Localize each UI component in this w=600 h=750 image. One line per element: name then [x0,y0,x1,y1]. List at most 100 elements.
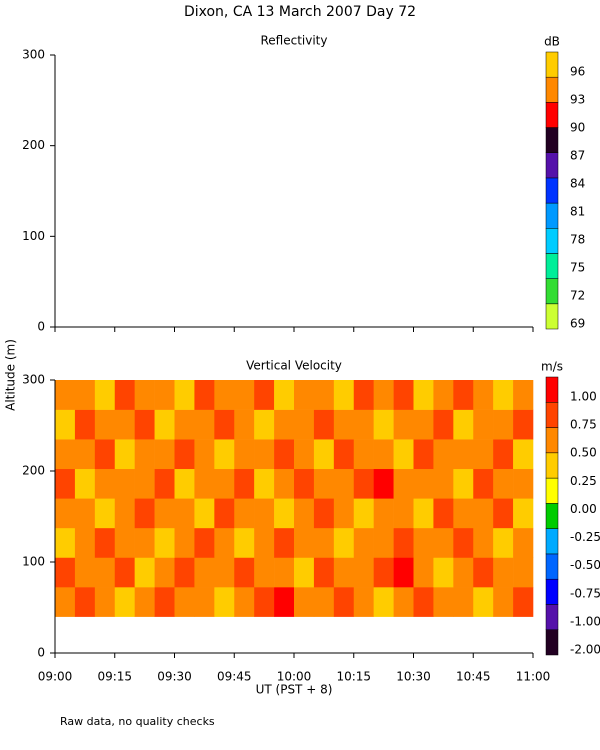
x-tick-label: 10:00 [277,670,312,684]
heat-cell [453,527,474,558]
heat-cell [473,587,494,617]
x-tick-label: 10:15 [336,670,371,684]
heat-cell [55,557,76,588]
y-axis-label: Altitude (m) [4,339,18,411]
heat-cell [413,587,434,617]
heat-cell [254,380,275,410]
heat-cell [94,557,116,588]
colorbar-unit: m/s [541,360,563,374]
heat-cell [333,587,355,617]
heat-cell [473,409,494,440]
y-tick-label: 200 [22,464,45,478]
heat-cell [493,468,514,499]
heat-cell [194,380,215,410]
heat-cell [114,557,135,588]
colorbar-label: 84 [570,177,585,191]
y-tick-label: 100 [22,555,45,569]
heat-cell [513,439,534,470]
heat-cell [114,527,135,558]
heat-cell [194,468,215,499]
colorbar-label: -2.00 [570,643,600,657]
heat-cell [353,557,374,588]
heat-cell [294,557,315,588]
heat-cell [473,468,494,499]
heat-cell [114,439,135,470]
heat-cell [274,557,295,588]
heat-cell [453,498,474,529]
heat-cell [353,439,374,470]
heat-cell [254,498,275,529]
heat-cell [114,587,135,617]
heat-cell [234,587,255,617]
heat-cell [274,380,295,410]
heat-cell [134,468,155,499]
colorbar-swatch [545,202,559,229]
heat-cell [94,498,116,529]
heat-cell [274,468,295,499]
colorbar-swatch [545,76,559,103]
heat-cell [74,409,96,440]
heat-cell [413,380,434,410]
heat-cell [373,557,394,588]
heat-cell [154,439,175,470]
heat-cell [393,439,414,470]
heat-cell [373,409,394,440]
heat-cell [194,527,215,558]
heat-cell [313,587,335,617]
heat-cell [134,498,155,529]
heat-cell [254,527,275,558]
colorbar-swatch [545,427,559,454]
colorbar-label: 93 [570,93,585,107]
heat-cell [74,468,96,499]
heat-cell [94,380,116,410]
heat-cell [373,468,394,499]
heat-cell [433,527,454,558]
heat-cell [114,409,135,440]
page-title: Dixon, CA 13 March 2007 Day 72 [184,4,416,20]
heat-cell [234,380,255,410]
heat-cell [313,380,335,410]
heat-cell [393,468,414,499]
heat-cell [234,557,255,588]
heat-cell [94,409,116,440]
heat-cell [274,527,295,558]
y-tick-label: 300 [22,48,45,62]
heat-cell [493,587,514,617]
colorbar-swatch [545,604,559,630]
heat-cell [493,439,514,470]
heat-cell [294,409,315,440]
heat-cell [174,468,195,499]
heat-cell [433,587,454,617]
heat-cell [473,557,494,588]
heat-cell [393,380,414,410]
colorbar-label: 75 [570,261,585,275]
colorbar-swatch [545,452,559,479]
heat-cell [433,409,454,440]
heat-cell [154,380,175,410]
heat-cell [74,439,96,470]
heat-cell [393,527,414,558]
heat-cell [294,468,315,499]
heat-cell [393,409,414,440]
heat-cell [313,527,335,558]
heat-cell [174,527,195,558]
heat-cell [214,527,235,558]
heat-cell [294,527,315,558]
heat-cell [174,498,195,529]
heat-cell [513,498,534,529]
colorbar-label: 87 [570,149,585,163]
heat-cell [254,557,275,588]
heat-cell [513,587,534,617]
colorbar-label: -0.25 [570,530,600,544]
colorbar-swatch [545,228,559,254]
heat-cell [174,409,195,440]
heat-cell [234,409,255,440]
heat-cell [333,439,355,470]
heat-cell [353,380,374,410]
heat-cell [294,587,315,617]
heat-cell [413,527,434,558]
heat-cell [74,498,96,529]
colorbar-swatch [545,51,559,78]
